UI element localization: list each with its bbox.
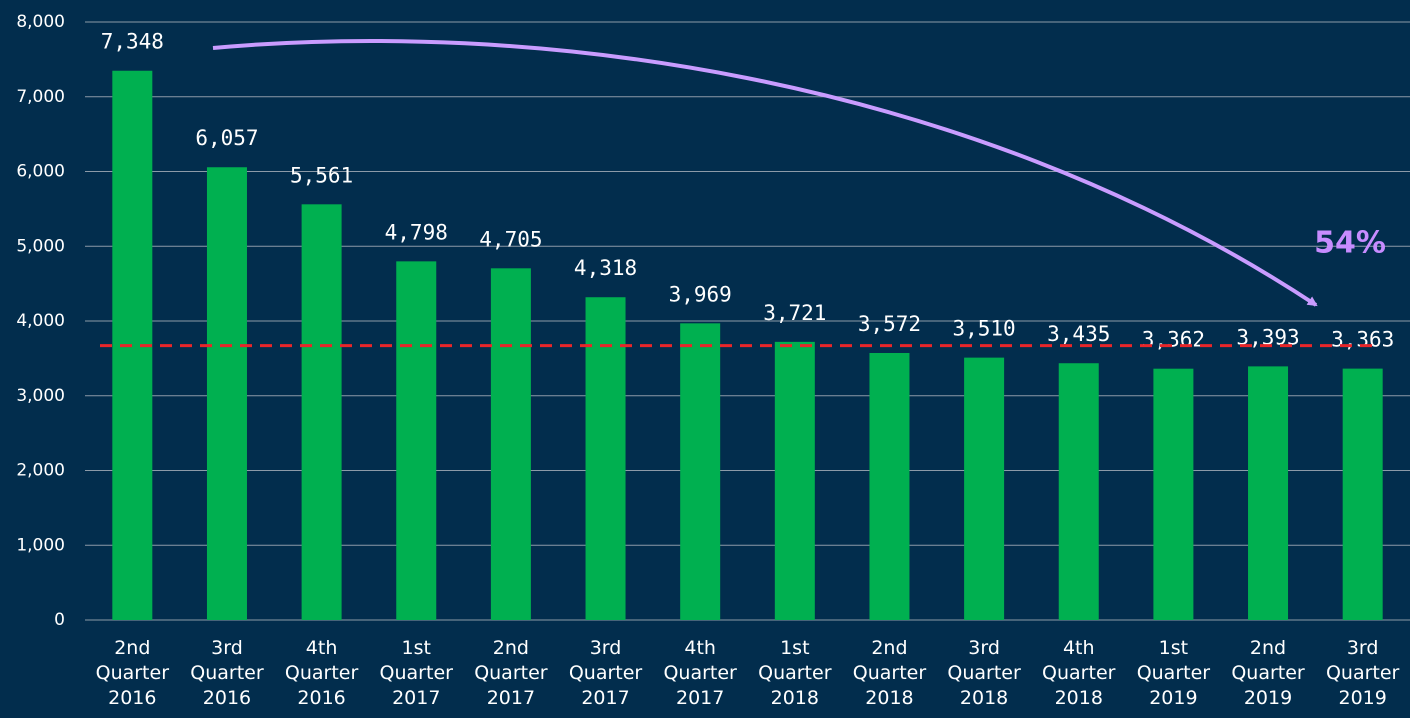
x-tick-label: 3rd Quarter 2018 — [947, 637, 1021, 709]
bar — [1342, 368, 1383, 620]
value-label: 4,705 — [479, 227, 542, 251]
value-label: 3,362 — [1142, 328, 1205, 352]
value-label: 6,057 — [195, 126, 258, 150]
bar — [396, 261, 437, 620]
bar — [490, 268, 531, 620]
x-tick-label: 1st Quarter 2018 — [758, 637, 832, 709]
y-tick-label: 5,000 — [16, 236, 65, 256]
y-tick-label: 4,000 — [16, 311, 65, 331]
value-label: 3,969 — [669, 282, 732, 306]
value-label: 4,798 — [385, 220, 448, 244]
y-tick-label: 3,000 — [16, 386, 65, 406]
x-tick-label: 3rd Quarter 2016 — [190, 637, 264, 709]
x-tick-label: 3rd Quarter 2019 — [1325, 637, 1400, 709]
x-tick-label: 4th Quarter 2016 — [284, 637, 359, 709]
bar — [774, 341, 815, 620]
bar — [301, 204, 342, 620]
y-tick-label: 1,000 — [16, 535, 65, 555]
y-tick-label: 2,000 — [16, 461, 65, 481]
x-tick-label: 2nd Quarter 2017 — [474, 637, 548, 709]
value-label: 3,435 — [1047, 322, 1110, 346]
y-tick-label: 7,000 — [16, 87, 65, 107]
x-tick-label: 2nd Quarter 2019 — [1231, 637, 1305, 709]
bar — [585, 297, 626, 620]
x-tick-label: 2nd Quarter 2016 — [95, 637, 170, 709]
bar — [1153, 368, 1194, 620]
value-label: 7,348 — [101, 30, 164, 54]
bar — [206, 167, 247, 620]
y-tick-label: 6,000 — [16, 162, 65, 182]
x-tick-label: 3rd Quarter 2017 — [568, 637, 643, 709]
x-tick-label: 1st Quarter 2019 — [1136, 637, 1211, 709]
x-tick-label: 2nd Quarter 2018 — [852, 637, 927, 709]
y-tick-label: 8,000 — [16, 12, 65, 32]
bar — [869, 352, 910, 620]
value-label: 5,561 — [290, 163, 353, 187]
value-label: 3,510 — [952, 317, 1015, 341]
x-tick-label: 4th Quarter 2018 — [1042, 637, 1116, 709]
y-tick-label: 0 — [54, 610, 65, 630]
trend-arrow — [212, 39, 1318, 307]
value-label: 4,318 — [574, 256, 637, 280]
bar — [964, 357, 1005, 620]
value-label: 3,363 — [1331, 328, 1394, 352]
bar — [1058, 363, 1099, 620]
annotation: 54% — [1314, 226, 1386, 261]
value-label: 3,572 — [858, 312, 921, 336]
bar — [1248, 366, 1289, 620]
x-tick-label: 1st Quarter 2017 — [379, 637, 453, 709]
x-tick-label: 4th Quarter 2017 — [663, 637, 737, 709]
bar — [680, 323, 721, 620]
value-label: 3,721 — [763, 301, 826, 325]
